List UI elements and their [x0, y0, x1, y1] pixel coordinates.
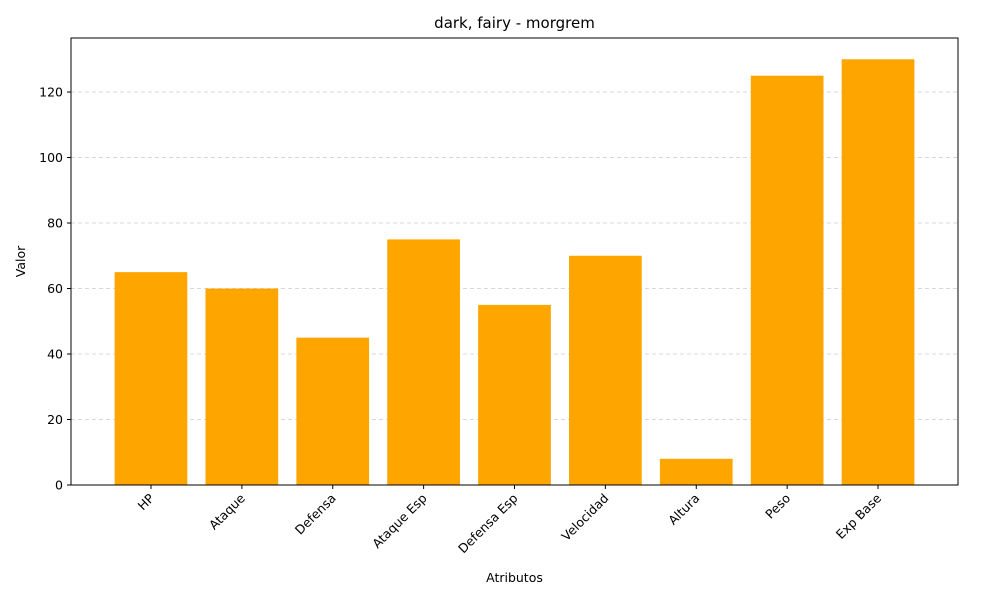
- x-axis-title: Atributos: [486, 570, 543, 585]
- bar-altura: [659, 458, 733, 485]
- y-tick-label: 100: [39, 150, 63, 165]
- y-tick-label: 20: [47, 412, 63, 427]
- bar-peso: [750, 75, 824, 486]
- bar-defensa: [296, 337, 370, 485]
- y-axis-title: Valor: [13, 245, 28, 277]
- bar-velocidad: [569, 255, 642, 485]
- bar-exp-base: [841, 59, 915, 486]
- y-tick-label: 120: [39, 85, 63, 100]
- chart-title: dark, fairy - morgrem: [434, 14, 595, 32]
- bar-ataque-esp: [387, 239, 460, 485]
- y-tick-label: 40: [47, 347, 63, 362]
- bars: [114, 59, 915, 486]
- y-axis: 0 20 40 60 80 100 120: [39, 85, 71, 493]
- y-tick-label: 0: [55, 478, 63, 493]
- bar-ataque: [205, 288, 279, 485]
- bar-defensa-esp: [478, 304, 551, 485]
- plot-frame: [70, 37, 959, 486]
- bar-hp: [114, 272, 188, 485]
- y-tick-label: 80: [47, 216, 63, 231]
- y-tick-label: 60: [47, 281, 63, 296]
